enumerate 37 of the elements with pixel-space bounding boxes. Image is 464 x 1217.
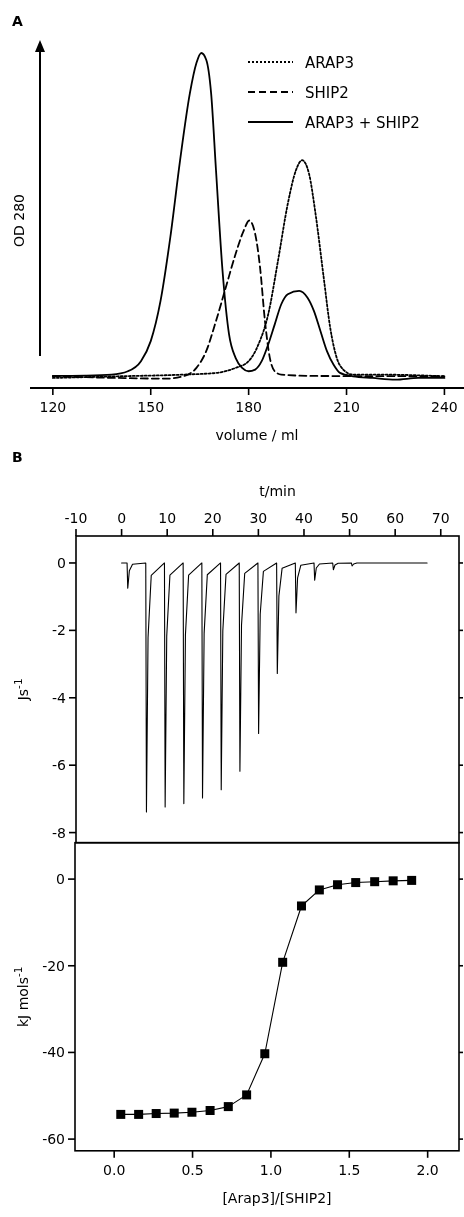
y-tick-label: -8 — [52, 824, 66, 841]
y-tick-label: 0 — [57, 554, 66, 571]
x-axis-title: [Arap3]/[SHIP2] — [222, 1189, 332, 1206]
x-tick-label: 180 — [235, 399, 262, 415]
x-tick-label: 120 — [39, 399, 67, 415]
chart-title: A — [12, 13, 23, 29]
legend-label: SHIP2 — [305, 84, 349, 102]
x-tick-label: -10 — [64, 510, 88, 526]
y-tick-label: -40 — [42, 1044, 65, 1061]
y-tick-label: 0 — [56, 871, 65, 888]
y-tick-label: -4 — [52, 689, 67, 706]
chart-title: B — [12, 449, 23, 465]
x-tick-label: 210 — [333, 399, 360, 415]
y-axis-title: OD 280 — [11, 194, 27, 247]
x-tick-label: 0.0 — [103, 1161, 126, 1178]
x-tick-label: 70 — [431, 510, 450, 526]
x-tick-label: 60 — [386, 510, 405, 526]
x-tick-label: 1.0 — [259, 1161, 283, 1178]
x-tick-label: 10 — [158, 510, 177, 526]
legend-label: ARAP3 + SHIP2 — [305, 114, 420, 132]
x-tick-label: 30 — [249, 510, 268, 526]
y-tick-label: -2 — [52, 622, 66, 639]
x-tick-label: 20 — [203, 510, 222, 526]
y-tick-label: -20 — [42, 957, 65, 974]
x-tick-label: 0.5 — [181, 1161, 204, 1178]
x-axis-title: volume / ml — [215, 427, 299, 443]
x-tick-label: 50 — [340, 510, 359, 526]
x-tick-label: 240 — [431, 399, 458, 415]
x-tick-label: 2.0 — [416, 1161, 439, 1178]
x-axis-title: t/min — [259, 483, 296, 499]
x-tick-label: 150 — [137, 399, 165, 415]
y-tick-label: -6 — [52, 757, 67, 774]
legend-label: ARAP3 — [305, 54, 354, 72]
x-tick-label: 0 — [117, 510, 127, 526]
y-tick-label: -60 — [42, 1131, 65, 1148]
x-tick-label: 1.5 — [338, 1161, 361, 1178]
x-tick-label: 40 — [295, 510, 313, 526]
